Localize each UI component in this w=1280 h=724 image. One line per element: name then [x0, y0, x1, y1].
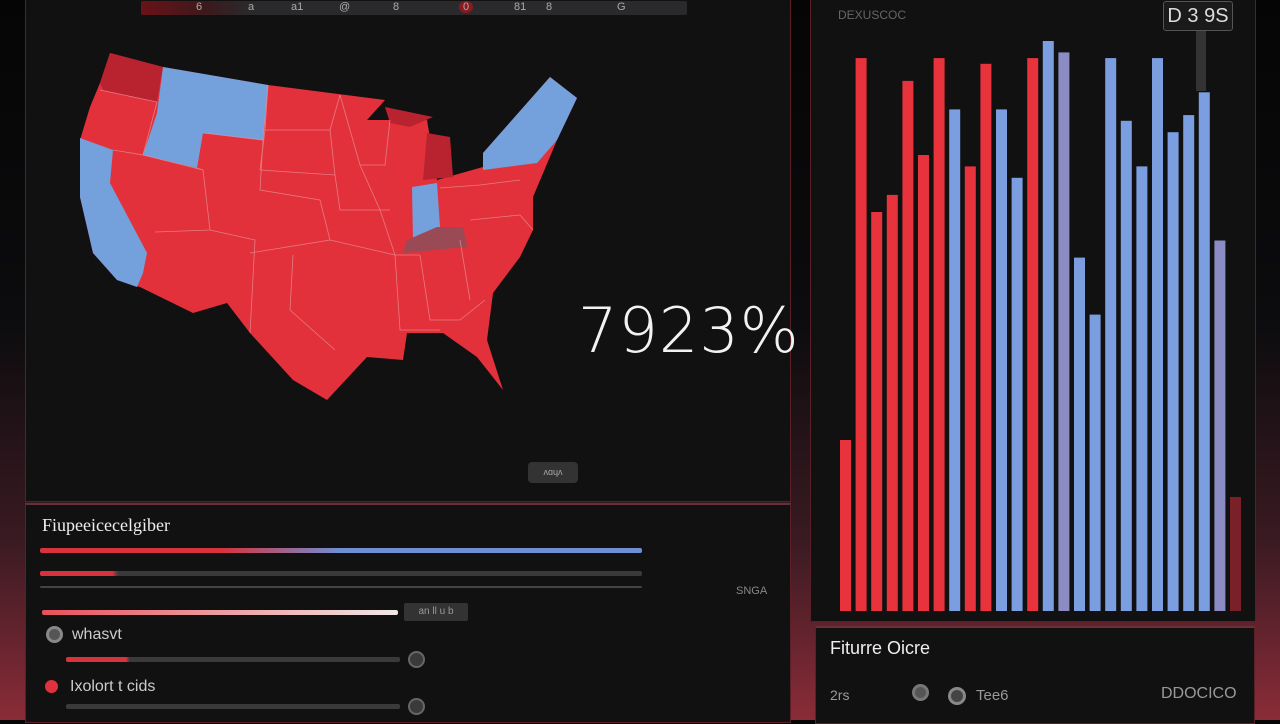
chart-bar[interactable] — [1198, 92, 1210, 612]
chart-bar[interactable] — [933, 58, 945, 612]
state-idaho-montana[interactable] — [143, 67, 268, 168]
chart-bar[interactable] — [1214, 240, 1226, 612]
chart-bar[interactable] — [1230, 497, 1241, 611]
info-title: Fiturre Oicre — [830, 638, 931, 658]
map-expand-button[interactable]: ʌɑɥʌ — [528, 462, 578, 483]
side-label: SNGA — [736, 585, 768, 597]
slider-tag: an ll u b — [404, 603, 468, 621]
toolbar-item[interactable]: 81 — [514, 1, 527, 13]
chart-bar[interactable] — [1105, 58, 1117, 612]
info-panel: Fiturre Oicre 2rs Tee6 DDOCICO — [815, 626, 1255, 724]
chart-bar[interactable] — [980, 63, 992, 612]
chart-bar[interactable] — [1120, 120, 1132, 612]
toolbar-item-active[interactable]: 0 — [459, 1, 473, 13]
state-kentucky[interactable] — [403, 227, 467, 253]
controls-panel: Fiupeeicecelgiber SNGA an ll u b whasvt … — [25, 503, 791, 723]
state-indiana[interactable] — [412, 183, 440, 240]
chart-bar[interactable] — [1074, 257, 1085, 611]
controls-title: Fiupeeicecelgiber — [42, 515, 170, 535]
row-label: Ixolort t cids — [70, 678, 156, 695]
state-washington[interactable] — [100, 53, 163, 102]
info-right-value: DDOCICO — [1161, 685, 1237, 702]
us-map[interactable] — [0, 0, 800, 500]
circle-icon[interactable] — [948, 687, 966, 705]
state-borders — [99, 84, 534, 351]
chart-bar[interactable] — [1042, 41, 1054, 611]
state-california[interactable] — [80, 138, 147, 287]
chart-bar[interactable] — [996, 109, 1007, 612]
chart-bar[interactable] — [871, 212, 883, 611]
chart-bar[interactable] — [1027, 58, 1039, 612]
top-toolbar[interactable]: 6 a a1 @ 8 0 81 8 G — [141, 1, 687, 15]
row-slider-knob[interactable] — [408, 651, 425, 668]
chart-bar[interactable] — [855, 58, 867, 612]
row-label: whasvt — [72, 626, 122, 643]
chart-bar[interactable] — [1152, 58, 1163, 612]
chart-bar[interactable] — [1183, 115, 1195, 611]
row-slider[interactable] — [66, 704, 400, 709]
info-middle-value: Tee6 — [976, 687, 1009, 704]
chart-bar[interactable] — [886, 194, 898, 611]
row-slider-knob[interactable] — [408, 698, 425, 715]
state-northeast[interactable] — [483, 77, 577, 170]
tooltip-stem — [1196, 31, 1206, 91]
toolbar-item[interactable]: @ — [339, 1, 351, 13]
progress-bar — [40, 571, 642, 576]
row-slider[interactable] — [66, 657, 400, 662]
chart-panel: DEXUSCOC D 3 9S — [810, 0, 1256, 622]
chart-bar[interactable] — [949, 109, 961, 612]
chart-bar[interactable] — [1167, 132, 1179, 611]
chart-bar[interactable] — [1136, 166, 1148, 611]
state-michigan-upper[interactable] — [385, 107, 433, 127]
main-slider[interactable] — [42, 610, 398, 615]
toolbar-item[interactable]: 6 — [196, 1, 203, 13]
headline-percentage: 7923% — [578, 294, 800, 367]
chart-bar[interactable] — [902, 80, 914, 611]
map-states-red[interactable] — [80, 53, 577, 400]
toolbar-item[interactable]: 8 — [393, 1, 400, 13]
info-left-value: 2rs — [830, 687, 850, 703]
chart-bar[interactable] — [840, 440, 851, 611]
tick-scale — [40, 586, 642, 588]
state-michigan[interactable] — [423, 133, 453, 180]
bar-chart — [840, 41, 1241, 612]
toolbar-item[interactable]: a1 — [291, 1, 304, 13]
chart-bar[interactable] — [1089, 314, 1101, 611]
toolbar-item[interactable]: a — [248, 1, 255, 13]
toolbar-item[interactable]: G — [617, 1, 626, 13]
toolbar-item[interactable]: 8 — [546, 1, 553, 13]
chart-bar[interactable] — [1058, 52, 1070, 611]
chart-tooltip: D 3 9S — [1163, 1, 1233, 31]
circle-icon — [46, 626, 63, 643]
red-dot-icon — [45, 680, 58, 693]
chart-bar[interactable] — [1011, 177, 1023, 612]
chart-bar[interactable] — [964, 166, 976, 611]
chart-label: DEXUSCOC — [838, 8, 907, 22]
vote-split-bar — [40, 548, 642, 553]
chart-bar[interactable] — [918, 155, 929, 611]
circle-icon[interactable] — [912, 684, 929, 701]
